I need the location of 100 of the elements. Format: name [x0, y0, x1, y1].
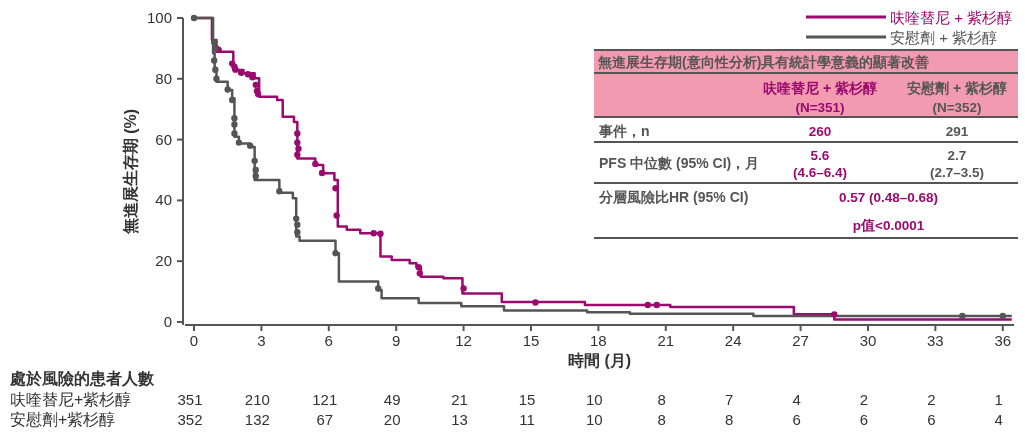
point [294, 151, 301, 158]
point [532, 299, 539, 306]
point [293, 215, 300, 222]
text: 2 [927, 391, 936, 408]
point [333, 212, 340, 219]
point [415, 264, 422, 271]
point [211, 39, 218, 46]
category-label: 安慰劑 + 紫杉醇 [907, 80, 1007, 96]
point [213, 75, 220, 82]
text: 15 [518, 391, 536, 408]
text: 0.57 (0.48–0.68) [838, 190, 939, 205]
x-tick-label: 6 [324, 332, 333, 349]
point [332, 250, 339, 257]
category-label: 安慰劑+紫杉醇 [10, 411, 116, 428]
text: 20 [383, 411, 401, 428]
point [252, 172, 259, 180]
point [318, 169, 326, 177]
point [312, 160, 319, 168]
point [190, 14, 198, 22]
text: 121 [312, 391, 338, 408]
category-label: 呋喹替尼 + 紫杉醇 [763, 80, 877, 96]
point [959, 312, 966, 320]
category-label: 分層風險比HR (95% CI) [599, 189, 749, 205]
y-tick-label: 40 [155, 191, 172, 209]
x-axis-title: 時間 (月) [567, 352, 632, 369]
x-tick-label: 33 [927, 332, 944, 349]
y-tick-label: 0 [163, 312, 172, 330]
x-tick-label: 0 [189, 332, 199, 349]
point [246, 142, 254, 149]
x-tick-label: 21 [657, 332, 675, 349]
text: 7 [725, 391, 734, 408]
text: 49 [383, 391, 401, 408]
text: 呋喹替尼 + 紫杉醇 [890, 9, 1013, 26]
text: p值<0.0001 [852, 218, 925, 233]
text: 4 [994, 411, 1003, 428]
text: 6 [792, 411, 801, 428]
text: 處於風險的患者人數 [9, 370, 155, 387]
x-tick-label: 27 [792, 332, 809, 349]
text: 210 [244, 391, 270, 408]
point [235, 139, 243, 146]
text: 2 [859, 391, 869, 408]
point [276, 188, 283, 195]
x-tick-label: 3 [257, 332, 266, 349]
point [831, 311, 838, 318]
point [211, 57, 218, 64]
point [244, 71, 252, 78]
point [224, 86, 231, 93]
text: 6 [927, 411, 936, 428]
text: 67 [316, 411, 334, 428]
point [212, 66, 219, 73]
x-tick-label: 18 [590, 332, 607, 349]
y-axis-title: 無進展生存期 (%) [122, 108, 140, 236]
text: 安慰劑 + 紫杉醇 [890, 29, 998, 46]
text: 291 [945, 124, 969, 139]
point [653, 301, 660, 309]
text: 11 [519, 411, 535, 428]
point [999, 312, 1006, 320]
category-label: 事件，n [599, 123, 650, 139]
text: (N=351) [795, 100, 845, 115]
text: 132 [244, 411, 270, 428]
point [294, 221, 301, 228]
point [377, 230, 384, 238]
point [251, 157, 258, 165]
y-tick-label: 80 [155, 69, 172, 87]
x-tick-label: 9 [392, 332, 401, 349]
text: 8 [657, 411, 666, 428]
text: 1 [994, 391, 1003, 408]
point [416, 270, 423, 277]
category-label: 呋喹替尼+紫杉醇 [10, 391, 132, 408]
point [375, 285, 382, 292]
x-tick-label: 30 [859, 332, 877, 349]
text: 352 [177, 411, 203, 428]
y-tick-label: 100 [146, 9, 172, 26]
point [231, 130, 238, 137]
point [252, 166, 259, 174]
x-tick-label: 15 [522, 332, 540, 349]
x-tick-label: 12 [455, 332, 472, 349]
point [231, 115, 238, 122]
point [294, 229, 301, 236]
text: 4 [792, 391, 801, 408]
text: 5.6 (4.6–6.4) [792, 148, 848, 180]
point [370, 230, 377, 237]
point [252, 81, 259, 89]
point [294, 130, 301, 137]
text: 8 [725, 411, 734, 428]
text: 2.7 (2.7–3.5) [929, 148, 985, 180]
point [294, 139, 301, 146]
text: 13 [451, 411, 468, 428]
text: 10 [586, 411, 603, 428]
point [644, 301, 651, 309]
text: 8 [657, 391, 666, 408]
text: (N=352) [932, 100, 982, 115]
text: 無進展生存期(意向性分析)具有統計學意義的顯著改善 [597, 54, 930, 70]
y-tick-label: 20 [155, 252, 172, 270]
text: 21 [451, 391, 468, 408]
text: 6 [859, 411, 869, 428]
point [231, 121, 238, 128]
point [295, 145, 302, 152]
point [228, 96, 236, 104]
category-label: PFS 中位數 (95% CI)，月 [599, 155, 760, 171]
